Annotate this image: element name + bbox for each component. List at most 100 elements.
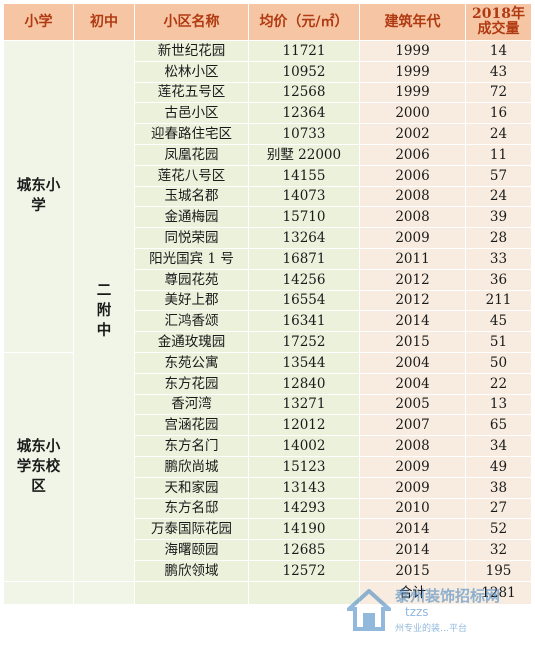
build-year: 2004 <box>359 372 466 395</box>
volume-2018: 32 <box>465 539 532 561</box>
volume-2018: 72 <box>465 81 532 104</box>
build-year: 2015 <box>359 331 466 353</box>
build-year: 2014 <box>359 518 466 541</box>
average-price: 14155 <box>248 164 360 187</box>
table-row: 金通梅园 15710 2008 39 <box>4 206 532 229</box>
average-price: 11721 <box>248 40 360 62</box>
table-row: 东方名门 14002 2008 34 <box>4 435 532 457</box>
build-year: 2015 <box>359 559 466 582</box>
average-price: 10952 <box>248 60 360 83</box>
community-name: 鹏欣领域 <box>134 559 249 582</box>
community-name: 同悦荣园 <box>134 227 249 249</box>
build-year: 2009 <box>359 455 466 478</box>
community-name: 汇鸿香颂 <box>134 310 249 333</box>
volume-2018: 16 <box>465 102 532 125</box>
average-price: 12685 <box>248 539 360 561</box>
volume-2018: 28 <box>465 227 532 249</box>
community-name: 金通玫瑰园 <box>134 331 249 353</box>
table-row: 古邑小区 12364 2000 16 <box>4 102 532 125</box>
volume-2018: 24 <box>465 123 532 145</box>
average-price: 14293 <box>248 497 360 520</box>
table-row: 玉城名郡 14073 2008 24 <box>4 185 532 208</box>
average-price: 13544 <box>248 351 360 374</box>
volume-2018: 39 <box>465 206 532 229</box>
table-row: 宫涵花园 12012 2007 65 <box>4 414 532 437</box>
community-name: 阳光国宾 1 号 <box>134 247 249 270</box>
average-price: 13143 <box>248 476 360 499</box>
table-row: 汇鸿香颂 16341 2014 45 <box>4 310 532 333</box>
average-price: 12364 <box>248 102 360 125</box>
average-price: 别墅 22000 <box>248 143 360 166</box>
community-name: 美好上郡 <box>134 289 249 312</box>
table-row: 莲花五号区 12568 1999 72 <box>4 81 532 104</box>
build-year: 1999 <box>359 81 466 104</box>
school-cell-chengdong: 城东小学 <box>3 40 74 353</box>
volume-2018: 45 <box>465 310 532 333</box>
build-year: 2002 <box>359 123 466 145</box>
average-price: 12840 <box>248 372 360 395</box>
volume-2018: 49 <box>465 455 532 478</box>
header-volume-2018: 2018年成交量 <box>465 3 532 41</box>
table-row: 同悦荣园 13264 2009 28 <box>4 227 532 249</box>
build-year: 2008 <box>359 435 466 457</box>
volume-2018: 195 <box>465 559 532 582</box>
community-name: 松林小区 <box>134 60 249 83</box>
community-name: 东方名邸 <box>134 497 249 520</box>
community-name: 东方花园 <box>134 372 249 395</box>
header-community-name: 小区名称 <box>134 3 249 41</box>
volume-2018: 36 <box>465 268 532 291</box>
average-price: 13264 <box>248 227 360 249</box>
average-price: 16341 <box>248 310 360 333</box>
table-row: 城东小学 二附中 新世纪花园 11721 1999 14 <box>3 40 532 582</box>
average-price: 12568 <box>248 81 360 104</box>
table-row: 海曙颐园 12685 2014 32 <box>4 539 532 561</box>
volume-2018: 50 <box>465 351 532 374</box>
build-year: 2010 <box>359 497 466 520</box>
build-year: 2008 <box>359 185 466 208</box>
total-empty-cell <box>3 580 74 605</box>
table-row: 尊园花苑 14256 2012 36 <box>4 268 532 291</box>
table-row: 阳光国宾 1 号 16871 2011 33 <box>4 247 532 270</box>
table-row: 莲花八号区 14155 2006 57 <box>4 164 532 187</box>
average-price: 13271 <box>248 393 360 416</box>
total-row: 合计 1281 <box>3 580 532 605</box>
volume-2018: 27 <box>465 497 532 520</box>
community-name: 金通梅园 <box>134 206 249 229</box>
table-row: 城东小学东校区 东苑公寓 13544 2004 50 <box>3 351 532 582</box>
header-average-price: 均价（元/㎡） <box>248 3 360 41</box>
community-name: 东苑公寓 <box>134 351 249 374</box>
community-name: 东方名门 <box>134 435 249 457</box>
table-row: 凤凰花园 别墅 22000 2006 11 <box>4 143 532 166</box>
build-year: 2005 <box>359 393 466 416</box>
average-price: 14073 <box>248 185 360 208</box>
build-year: 2011 <box>359 247 466 270</box>
volume-2018: 65 <box>465 414 532 437</box>
volume-2018: 11 <box>465 143 532 166</box>
build-year: 1999 <box>359 60 466 83</box>
volume-2018: 52 <box>465 518 532 541</box>
header-primary-school: 小学 <box>3 3 74 41</box>
average-price: 14190 <box>248 518 360 541</box>
average-price: 15123 <box>248 455 360 478</box>
average-price: 14256 <box>248 268 360 291</box>
volume-2018: 34 <box>465 435 532 457</box>
volume-2018: 33 <box>465 247 532 270</box>
average-price: 16554 <box>248 289 360 312</box>
volume-2018: 57 <box>465 164 532 187</box>
middle-school-cell: 二附中 <box>73 40 135 582</box>
community-name: 天和家园 <box>134 476 249 499</box>
community-name: 万泰国际花园 <box>134 518 249 541</box>
table-row: 鹏欣领域 12572 2015 195 <box>4 559 532 582</box>
total-empty-cell <box>134 580 249 605</box>
community-name: 宫涵花园 <box>134 414 249 437</box>
volume-2018: 22 <box>465 372 532 395</box>
average-price: 16871 <box>248 247 360 270</box>
table-row: 鹏欣尚城 15123 2009 49 <box>4 455 532 478</box>
watermark-line3: 州专业的装…平台 <box>395 624 468 634</box>
volume-2018: 13 <box>465 393 532 416</box>
housing-table-wrapper: 小学 初中 小区名称 均价（元/㎡） 建筑年代 2018年成交量 城东小学 二附… <box>3 3 532 605</box>
community-name: 莲花五号区 <box>134 81 249 104</box>
total-label: 合计 <box>359 580 466 605</box>
table-row: 松林小区 10952 1999 43 <box>4 60 532 83</box>
volume-2018: 38 <box>465 476 532 499</box>
